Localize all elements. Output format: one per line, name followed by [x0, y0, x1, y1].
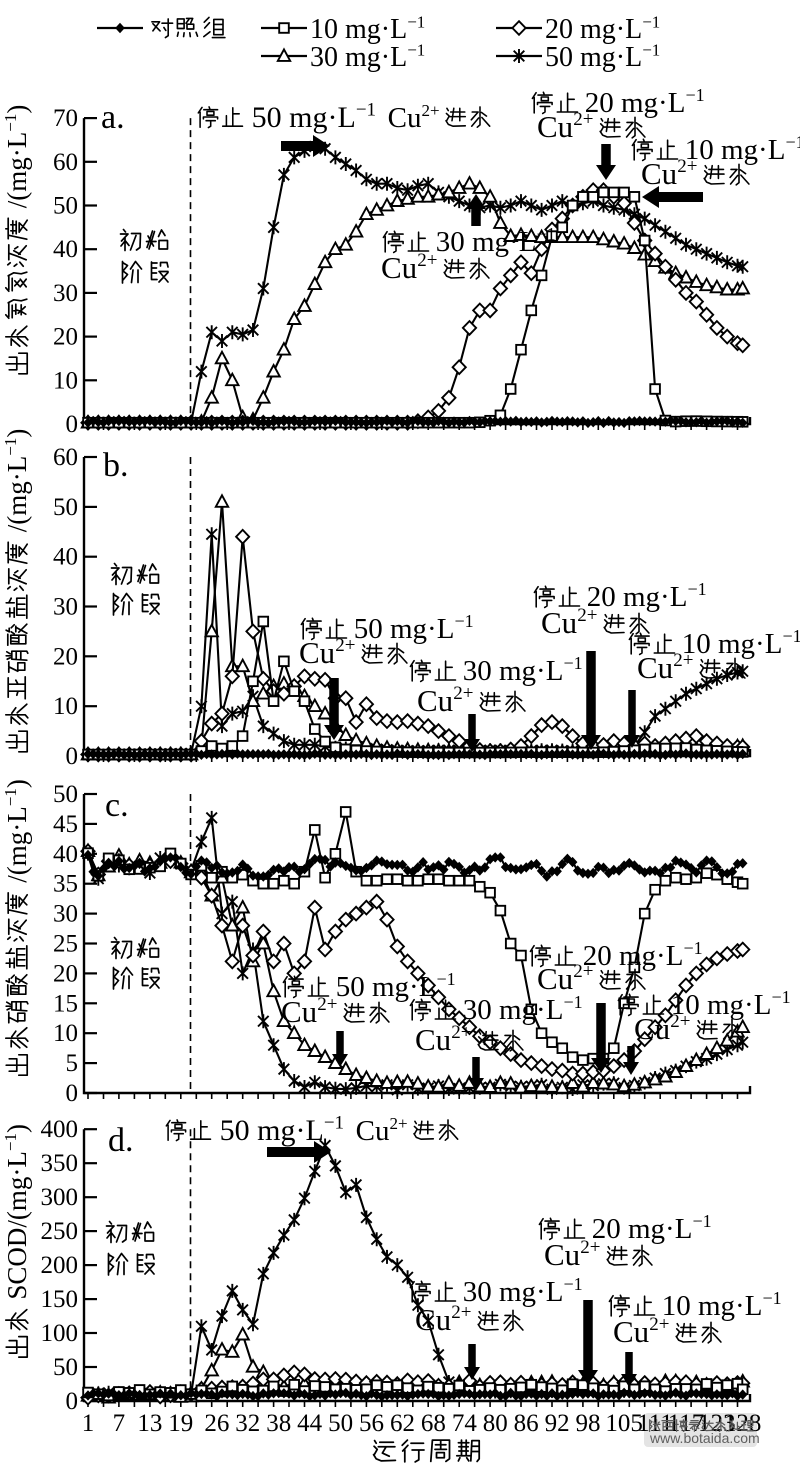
- svg-text:20 mg·L−1: 20 mg·L−1: [583, 938, 703, 972]
- svg-text:15: 15: [53, 990, 78, 1017]
- svg-text:150: 150: [41, 1286, 79, 1313]
- svg-text:13: 13: [137, 1410, 162, 1437]
- svg-text:70: 70: [53, 105, 78, 132]
- svg-text:0: 0: [66, 1388, 79, 1415]
- svg-text:10 mg·L−1: 10 mg·L−1: [310, 12, 425, 45]
- svg-text:0: 0: [66, 411, 79, 438]
- svg-text:98: 98: [576, 1410, 601, 1437]
- svg-text:20 mg·L−1: 20 mg·L−1: [587, 579, 707, 613]
- svg-text:50 mg·L−1: 50 mg·L−1: [354, 611, 474, 645]
- svg-text:26: 26: [204, 1410, 229, 1437]
- svg-text:60: 60: [53, 149, 78, 176]
- svg-text:d.: d.: [108, 1122, 134, 1159]
- svg-text:38: 38: [266, 1410, 291, 1437]
- svg-text:10 mg·L−1: 10 mg·L−1: [682, 626, 800, 660]
- svg-text:30 mg·L−1: 30 mg·L−1: [310, 40, 425, 73]
- svg-text:40: 40: [53, 236, 78, 263]
- svg-text:30 mg·L−1: 30 mg·L−1: [463, 992, 583, 1026]
- svg-text:10: 10: [53, 693, 78, 720]
- svg-text:92: 92: [545, 1410, 570, 1437]
- svg-text:Cu2+: Cu2+: [544, 1237, 600, 1272]
- svg-text:35: 35: [53, 871, 78, 898]
- svg-text:86: 86: [514, 1410, 539, 1437]
- svg-text:SCOD/(mg·L−1): SCOD/(mg·L−1): [1, 1124, 32, 1300]
- svg-text:123: 123: [698, 1410, 736, 1437]
- svg-text:0: 0: [66, 743, 79, 770]
- svg-text:1: 1: [82, 1410, 95, 1437]
- svg-text:400: 400: [41, 1116, 79, 1143]
- svg-text:74: 74: [452, 1410, 478, 1437]
- svg-text:100: 100: [41, 1320, 79, 1347]
- svg-text:0: 0: [66, 1080, 79, 1107]
- svg-text:20 mg·L−1: 20 mg·L−1: [545, 12, 660, 45]
- svg-text:10 mg·L−1: 10 mg·L−1: [671, 987, 791, 1021]
- svg-text:Cu2+: Cu2+: [613, 1314, 669, 1349]
- svg-text:www.botaida.com: www.botaida.com: [649, 1430, 760, 1446]
- svg-text:50: 50: [53, 494, 78, 521]
- svg-text:20: 20: [53, 324, 78, 351]
- svg-text:b.: b.: [103, 447, 129, 484]
- svg-text:50 mg·L−1: 50 mg·L−1: [220, 1113, 344, 1147]
- svg-text:300: 300: [41, 1184, 79, 1211]
- svg-text:200: 200: [41, 1252, 79, 1279]
- svg-text:250: 250: [41, 1218, 79, 1245]
- svg-text:20 mg·L−1: 20 mg·L−1: [592, 1211, 712, 1245]
- svg-text:c.: c.: [105, 787, 129, 824]
- svg-text:10: 10: [53, 1020, 78, 1047]
- svg-text:105: 105: [605, 1410, 643, 1437]
- svg-text:30 mg·L−1: 30 mg·L−1: [436, 224, 556, 258]
- svg-text:40: 40: [53, 841, 78, 868]
- svg-text:45: 45: [53, 811, 78, 838]
- svg-text:50 mg·L−1: 50 mg·L−1: [545, 40, 660, 73]
- svg-text:50 mg·L−1: 50 mg·L−1: [336, 969, 456, 1003]
- svg-text:a.: a.: [101, 99, 125, 136]
- svg-text:50: 50: [328, 1410, 353, 1437]
- svg-text:10 mg·L−1: 10 mg·L−1: [685, 132, 800, 166]
- svg-text:56: 56: [359, 1410, 384, 1437]
- svg-text:68: 68: [421, 1410, 446, 1437]
- svg-text:19: 19: [168, 1410, 193, 1437]
- svg-text:20 mg·L−1: 20 mg·L−1: [585, 85, 705, 119]
- svg-text:10: 10: [53, 367, 78, 394]
- svg-text:30 mg·L−1: 30 mg·L−1: [463, 1274, 583, 1308]
- svg-text:62: 62: [390, 1410, 415, 1437]
- svg-text:5: 5: [66, 1050, 79, 1077]
- svg-text:30: 30: [53, 901, 78, 928]
- svg-text:7: 7: [113, 1410, 126, 1437]
- svg-text:50: 50: [53, 193, 78, 220]
- svg-text:50: 50: [53, 781, 78, 808]
- svg-text:80: 80: [483, 1410, 508, 1437]
- svg-text:30: 30: [53, 280, 78, 307]
- svg-text:60: 60: [53, 444, 78, 471]
- svg-text:40: 40: [53, 544, 78, 571]
- svg-text:32: 32: [235, 1410, 260, 1437]
- svg-text:350: 350: [41, 1150, 79, 1177]
- svg-text:50 mg·L−1: 50 mg·L−1: [252, 100, 376, 134]
- svg-text:50: 50: [53, 1354, 78, 1381]
- svg-text:30: 30: [53, 594, 78, 621]
- svg-text:44: 44: [297, 1410, 323, 1437]
- svg-text:25: 25: [53, 931, 78, 958]
- svg-text:30 mg·L−1: 30 mg·L−1: [463, 653, 583, 687]
- svg-text:20: 20: [53, 643, 78, 670]
- svg-text:Cu2+: Cu2+: [637, 650, 693, 685]
- svg-text:20: 20: [53, 960, 78, 987]
- svg-text:10 mg·L−1: 10 mg·L−1: [662, 1288, 782, 1322]
